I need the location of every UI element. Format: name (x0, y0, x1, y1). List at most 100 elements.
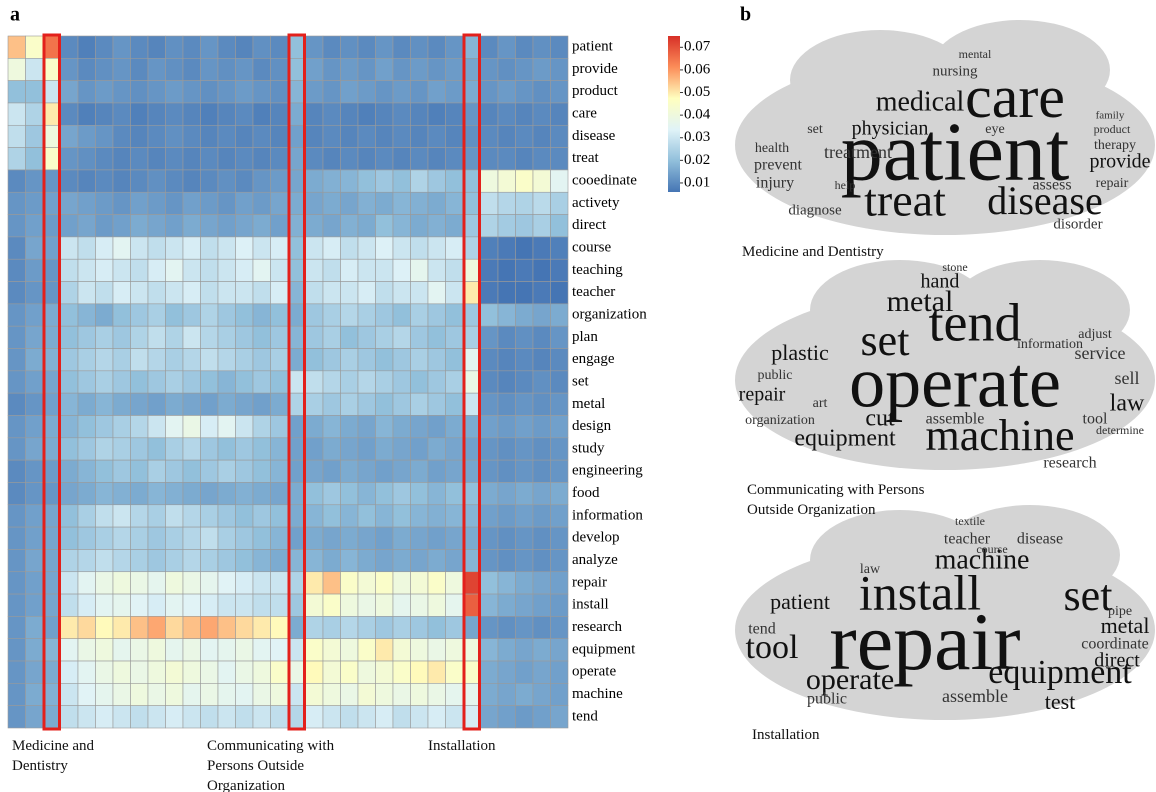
heatmap-cell (200, 370, 219, 394)
cloud-word: patient (841, 105, 1070, 198)
heatmap-cell (112, 705, 131, 729)
heatmap-cell (182, 281, 201, 305)
heatmap-cell (340, 303, 359, 327)
cloud-word: metal (887, 285, 954, 318)
heatmap-cell (287, 35, 306, 59)
heatmap-cell (112, 124, 131, 148)
heatmap-cell (112, 459, 131, 483)
heatmap-cell (392, 683, 411, 706)
heatmap-cell (270, 705, 289, 729)
heatmap-cell (410, 35, 429, 59)
heatmap-cell (550, 124, 569, 148)
heatmap-cell (497, 549, 516, 573)
heatmap-cell (60, 660, 79, 684)
cloud-word: disorder (1053, 216, 1102, 232)
heatmap-cell (410, 236, 429, 260)
highlight-box (462, 33, 481, 731)
heatmap-cell (427, 571, 446, 595)
cloud-word: medical (876, 86, 965, 117)
heatmap-cell (340, 124, 359, 148)
heatmap-cell (25, 415, 44, 439)
heatmap-cell (305, 660, 324, 684)
heatmap-cell (462, 58, 481, 81)
heatmap-cell (147, 616, 166, 640)
heatmap-cell (375, 616, 394, 640)
heatmap-cell (427, 169, 446, 193)
heatmap-cell (42, 459, 61, 483)
cloud-word: machine (925, 411, 1074, 460)
heatmap-cell (410, 214, 429, 238)
heatmap-cell (445, 526, 464, 550)
heatmap-cell (462, 325, 481, 349)
heatmap-cell (497, 214, 516, 238)
heatmap-cell (165, 35, 184, 59)
heatmap-cell (77, 549, 96, 573)
heatmap-cell (340, 35, 359, 59)
heatmap-cell (112, 258, 131, 282)
heatmap-cell (515, 370, 534, 394)
heatmap-cell (7, 35, 26, 59)
heatmap-cell (532, 392, 551, 416)
heatmap-cell (165, 616, 184, 640)
heatmap-cell (357, 392, 376, 416)
heatmap-cell (357, 660, 376, 684)
heatmap-cell (235, 124, 254, 148)
heatmap-cell (392, 348, 411, 372)
heatmap-cell (95, 303, 114, 327)
heatmap-cell (200, 593, 219, 617)
heatmap-cell (270, 80, 289, 104)
heatmap-cell (200, 214, 219, 238)
heatmap-cell (77, 102, 96, 126)
heatmap-cell (322, 124, 341, 148)
row-label: provide (572, 61, 618, 77)
heatmap-cell (147, 258, 166, 282)
heatmap-cell (165, 325, 184, 349)
heatmap-cell (165, 459, 184, 483)
heatmap-cell (515, 459, 534, 483)
heatmap-cell (60, 303, 79, 327)
heatmap-cell (445, 236, 464, 260)
heatmap-cell (235, 281, 254, 305)
row-label: set (572, 373, 589, 389)
row-label: teacher (572, 284, 615, 300)
cloud-word: care (965, 64, 1065, 130)
heatmap-cell (217, 102, 236, 126)
heatmap-cell (95, 58, 114, 81)
heatmap-cell (480, 660, 499, 684)
heatmap-cell (427, 325, 446, 349)
heatmap-cell (200, 459, 219, 483)
heatmap-cell (340, 214, 359, 238)
heatmap-cell (217, 124, 236, 148)
heatmap-cell (7, 236, 26, 260)
heatmap-cell (130, 459, 149, 483)
heatmap-cell (515, 638, 534, 662)
heatmap-cell (550, 303, 569, 327)
heatmap-cell (410, 258, 429, 282)
heatmap-cell (252, 638, 271, 662)
heatmap-cell (322, 549, 341, 573)
heatmap-cell (427, 459, 446, 483)
heatmap-cell (200, 102, 219, 126)
cloud-word: service (1075, 343, 1126, 363)
heatmap-cell (77, 191, 96, 215)
heatmap-cell (7, 459, 26, 483)
heatmap-cell (77, 370, 96, 394)
cloud-shape (940, 505, 1120, 605)
heatmap-cell (287, 124, 306, 148)
heatmap-cell (60, 35, 79, 59)
heatmap-cell (322, 303, 341, 327)
heatmap-cell (392, 437, 411, 461)
heatmap-cell (182, 124, 201, 148)
heatmap-cell (515, 147, 534, 171)
heatmap-cell (25, 236, 44, 260)
heatmap-cell (480, 147, 499, 171)
heatmap-cell (357, 348, 376, 372)
heatmap-cell (322, 214, 341, 238)
heatmap-cell (182, 415, 201, 439)
heatmap-cell (305, 437, 324, 461)
heatmap-cell (200, 303, 219, 327)
heatmap-cell (375, 638, 394, 662)
heatmap-cell (200, 683, 219, 706)
cloud-word: set (861, 316, 910, 365)
heatmap-cell (95, 124, 114, 148)
